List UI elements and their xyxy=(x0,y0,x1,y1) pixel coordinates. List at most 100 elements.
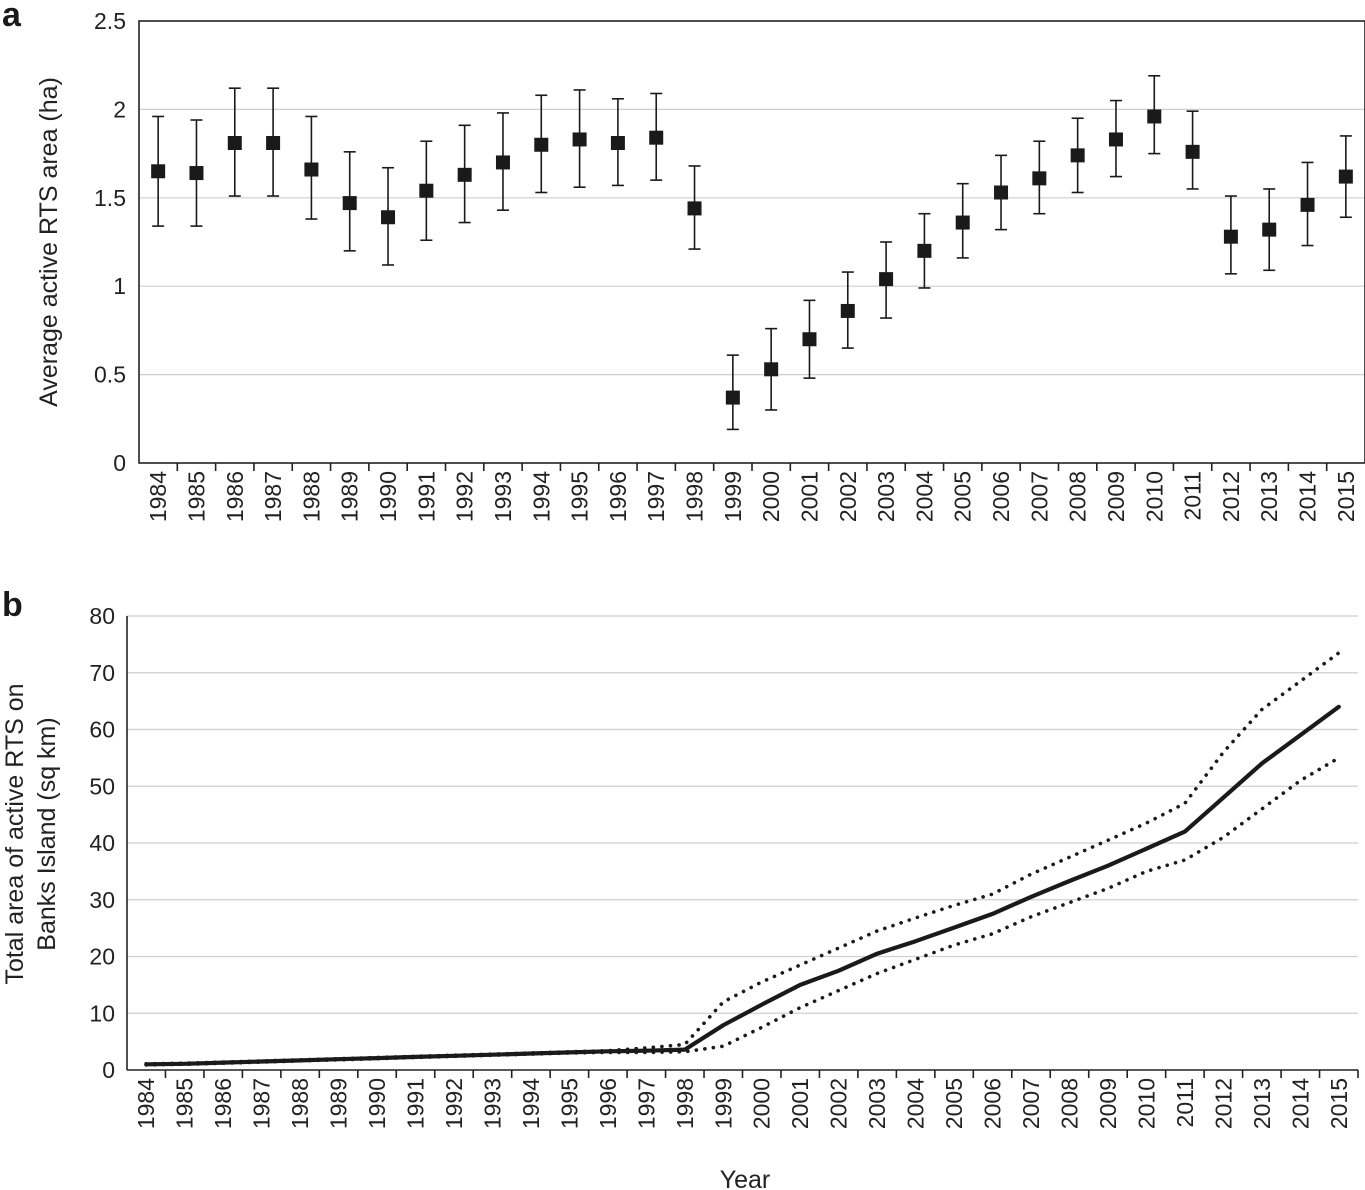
panel-a-x-tick-label: 1985 xyxy=(183,471,209,522)
panel-b-y-tick-label: 40 xyxy=(89,830,115,856)
panel-a-data-point xyxy=(495,155,510,170)
panel-a-x-tick-label: 1997 xyxy=(643,471,669,522)
panel-a-data-point xyxy=(189,166,204,181)
panel-a-x-tick-label: 2003 xyxy=(873,471,899,522)
panel-b-x-tick-label: 1996 xyxy=(595,1078,621,1129)
panel-a-x-tick-label: 1994 xyxy=(528,471,554,522)
panel-b-y-tick-label: 60 xyxy=(89,717,115,743)
panel-a-data-point xyxy=(994,185,1009,200)
panel-b-x-tick-label: 1988 xyxy=(287,1078,313,1129)
panel-b-y-axis-title-line-2: Banks Island (sq km) xyxy=(33,717,61,950)
panel-a-x-tick-label: 1984 xyxy=(145,471,171,522)
panel-b-x-tick-label: 1986 xyxy=(210,1078,236,1129)
panel-a-x-tick-label: 1989 xyxy=(337,471,363,522)
panel-b-x-tick-label: 2012 xyxy=(1210,1078,1236,1129)
panel-a-x-tick-label: 1991 xyxy=(413,471,439,522)
panel-a-error-bars xyxy=(152,75,1352,431)
panel-a-data-point xyxy=(534,137,549,152)
panel-b-x-tick-label: 2015 xyxy=(1326,1078,1352,1129)
panel-a-x-tick-label: 2001 xyxy=(796,471,822,522)
panel-b-y-tick-label: 0 xyxy=(102,1057,115,1083)
panel-a-label: a xyxy=(2,0,22,34)
panel-a-data-point xyxy=(687,201,702,216)
panel-b-x-tick-label: 1987 xyxy=(249,1078,275,1129)
panel-a-data-point xyxy=(419,183,434,198)
panel-b-y-tick-label: 70 xyxy=(89,660,115,686)
panel-b-x-tick-label: 2004 xyxy=(903,1078,929,1129)
panel-a-x-tick-label: 2013 xyxy=(1256,471,1282,522)
panel-b-x-tick-label: 2001 xyxy=(787,1078,813,1129)
panel-b-y-tick-label: 20 xyxy=(89,944,115,970)
panel-a-y-tick-label: 1 xyxy=(113,273,126,299)
panel-a-x-tick-label: 2002 xyxy=(835,471,861,522)
panel-a-x-tick-label: 2012 xyxy=(1218,471,1244,522)
panel-b-x-tick-label: 1989 xyxy=(326,1078,352,1129)
panel-b-x-tick-label: 1997 xyxy=(633,1078,659,1129)
panel-a-x-tick-label: 2015 xyxy=(1333,471,1359,522)
panel-a-data-point xyxy=(725,390,740,405)
panel-a-x-tick-label: 2010 xyxy=(1141,471,1167,522)
panel-a-data-point xyxy=(802,332,817,347)
panel-b-x-tick-label: 1994 xyxy=(518,1078,544,1129)
panel-a-x-tick-label: 1992 xyxy=(452,471,478,522)
panel-b-x-tick-label: 2009 xyxy=(1095,1078,1121,1129)
panel-a-x-tick-label: 2004 xyxy=(911,471,937,522)
panel-a-x-tick-label: 2014 xyxy=(1295,471,1321,522)
panel-a-gridlines xyxy=(139,108,1365,376)
panel-a-x-tick-label: 1990 xyxy=(375,471,401,522)
panel-a-markers xyxy=(151,109,1353,405)
panel-b-x-tick-label: 2006 xyxy=(980,1078,1006,1129)
panel-a-data-point xyxy=(304,162,319,177)
panel-a-y-tick-label: 0.5 xyxy=(94,362,126,388)
panel-a-x-tick-label: 2011 xyxy=(1180,471,1206,520)
panel-b-series-lines xyxy=(144,651,1341,1067)
panel-b-gridlines xyxy=(127,615,1358,1014)
panel-a-data-point xyxy=(649,130,664,145)
panel-b: b 0 10 20 30 40 50 60 70 80 1984 1985 1986 1987 1988… xyxy=(1,586,1359,1190)
panel-a-data-point xyxy=(381,210,396,225)
panel-b-y-tick-label: 50 xyxy=(89,773,115,799)
panel-a-x-tick-label: 1996 xyxy=(605,471,631,522)
panel-b-x-axis-title: Year xyxy=(720,1166,771,1190)
panel-a-data-point xyxy=(572,132,587,147)
panel-a-data-point xyxy=(1185,144,1200,159)
panel-b-x-tick-label: 2008 xyxy=(1056,1078,1082,1129)
panel-a-x-tick-label: 2000 xyxy=(758,471,784,522)
panel-a-data-point xyxy=(151,164,166,179)
panel-b-y-tick-label: 10 xyxy=(89,1000,115,1026)
panel-a-x-tick-label: 1988 xyxy=(298,471,324,522)
panel-a-data-point xyxy=(610,135,625,150)
panel-a-data-point xyxy=(227,135,242,150)
panel-b-x-tick-label: 1998 xyxy=(672,1078,698,1129)
panel-b-confidence-line xyxy=(144,651,1341,1066)
panel-a-x-tick-label: 1993 xyxy=(490,471,516,522)
panel-a-data-point xyxy=(342,196,357,211)
panel-a: a 00.511.522.5 1984 1985 1986 1987 1988 1989 1… xyxy=(2,0,1365,522)
panel-a-y-tick-label: 2 xyxy=(113,96,126,122)
panel-a-data-point xyxy=(764,362,779,377)
panel-b-x-tick-label: 1984 xyxy=(133,1078,159,1129)
panel-a-x-tick-label: 2009 xyxy=(1103,471,1129,522)
panel-a-data-point xyxy=(1032,171,1047,186)
panel-b-x-tick-label: 1999 xyxy=(710,1078,736,1129)
panel-a-data-point xyxy=(955,215,970,230)
panel-a-x-tick-label: 2006 xyxy=(988,471,1014,522)
panel-b-y-tick-label: 80 xyxy=(89,603,115,629)
panel-a-y-tick-labels: 0 0.5 1 1.5 2 2.5 xyxy=(94,8,126,476)
panel-a-x-tick-label: 1999 xyxy=(720,471,746,522)
panel-a-data-point xyxy=(1070,148,1085,163)
panel-b-total-area-line xyxy=(144,704,1341,1067)
panel-b-x-tick-label: 1991 xyxy=(403,1078,429,1129)
panel-a-x-tick-label: 1986 xyxy=(222,471,248,522)
panel-a-x-tick-label: 2005 xyxy=(950,471,976,522)
panel-a-data-point xyxy=(840,303,855,318)
panel-a-y-axis-title: Average active RTS area (ha) xyxy=(35,77,63,407)
panel-b-x-tick-labels: 1984 1985 1986 1987 1988 1989 1990 1991 1992 1993… xyxy=(133,1070,1359,1129)
panel-a-data-point xyxy=(1108,132,1123,147)
panel-a-x-tick-label: 1987 xyxy=(260,471,286,522)
panel-b-x-tick-label: 2010 xyxy=(1133,1078,1159,1129)
panel-a-data-point xyxy=(457,167,472,182)
panel-a-data-point xyxy=(1147,109,1162,124)
panel-b-x-tick-label: 2007 xyxy=(1018,1078,1044,1129)
